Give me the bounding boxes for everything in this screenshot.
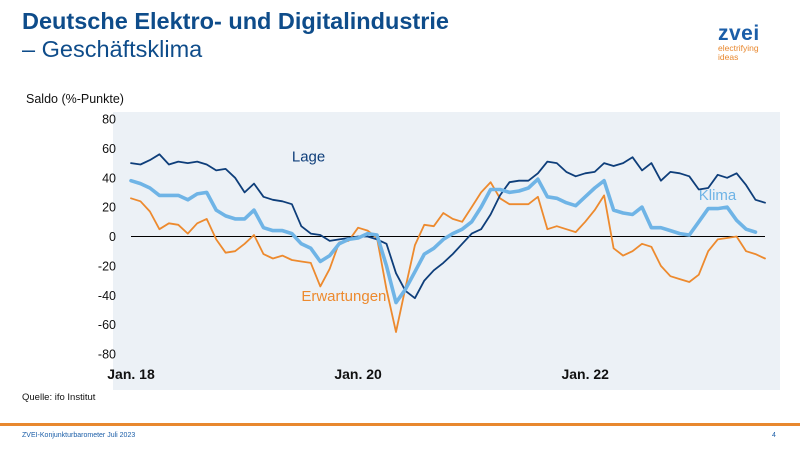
logo-tagline-2: ideas	[718, 52, 739, 62]
slide-subtitle: – Geschäftsklima	[22, 36, 203, 62]
y-tick-label: 80	[102, 113, 116, 127]
footer-title: ZVEI-Konjunkturbarometer Juli 2023	[22, 432, 136, 439]
slide-title: Deutsche Elektro- und Digitalindustrie	[22, 8, 449, 34]
y-tick-label: -20	[98, 259, 116, 273]
y-tick-label: 20	[102, 201, 116, 215]
y-tick-label: -60	[98, 318, 116, 332]
x-tick-label: Jan. 22	[561, 366, 609, 382]
zvei-logo: zvei electrifying ideas	[718, 22, 760, 62]
source-note: Quelle: ifo Institut	[22, 392, 96, 403]
y-tick-label: 0	[109, 230, 116, 244]
page-number: 4	[772, 432, 776, 439]
series-label-lage: Lage	[292, 149, 325, 166]
y-tick-label: -40	[98, 289, 116, 303]
y-tick-label: -80	[98, 348, 116, 362]
series-label-erwartungen: Erwartungen	[301, 288, 386, 305]
footer-divider	[0, 423, 800, 426]
series-line-klima	[129, 177, 758, 305]
series-line-lage	[130, 153, 766, 300]
logo-tagline-1: electrifying	[718, 43, 759, 53]
y-axis-label: Saldo (%-Punkte)	[26, 92, 124, 106]
series-label-klima: Klima	[699, 187, 737, 204]
logo-wordmark: zvei	[718, 22, 760, 45]
y-tick-label: 60	[102, 142, 116, 156]
y-tick-label: 40	[102, 171, 116, 185]
x-tick-label: Jan. 18	[107, 366, 155, 382]
x-tick-label: Jan. 20	[334, 366, 382, 382]
series-line-erwartungen	[130, 181, 766, 333]
